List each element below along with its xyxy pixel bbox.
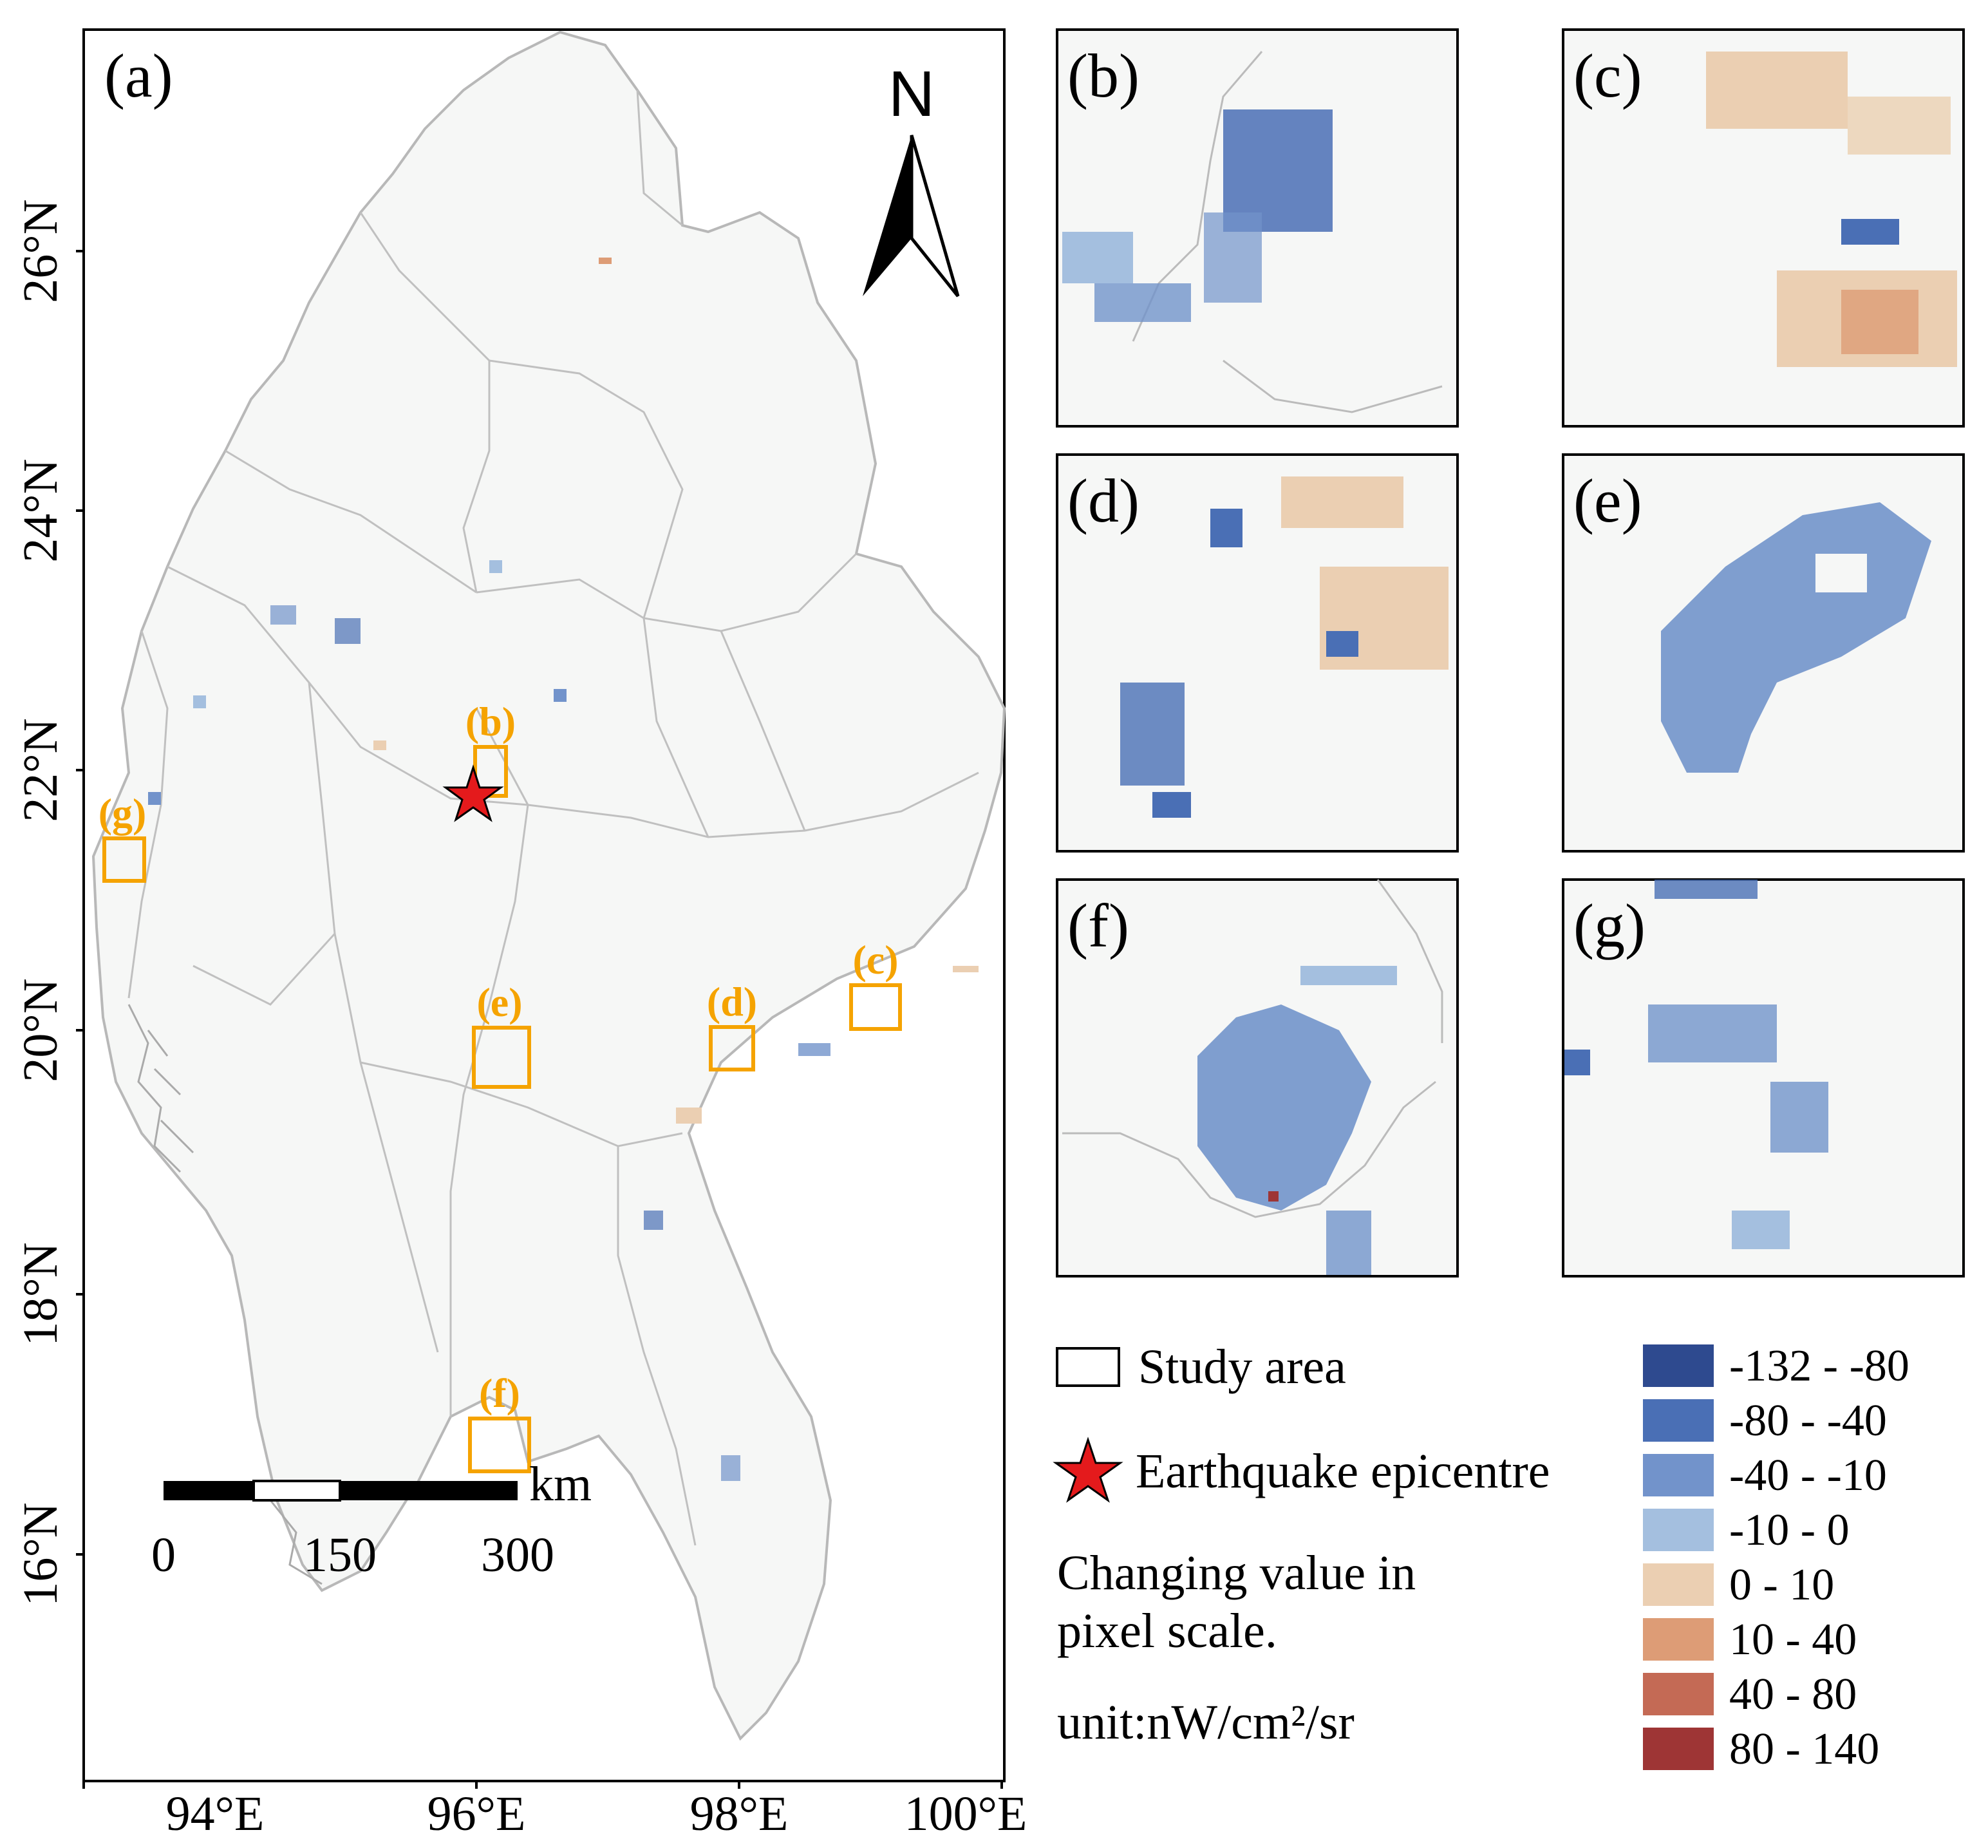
north-label: N [888, 58, 935, 130]
inset-g: (g) [1562, 878, 1965, 1278]
lat-label-24: 24°N [14, 458, 68, 562]
scale-tick-300: 300 [481, 1528, 554, 1582]
inset-c: (c) [1562, 28, 1965, 428]
region-label-f: (f) [479, 1370, 520, 1416]
lat-label-26: 26°N [14, 199, 68, 303]
region-box-c [849, 983, 902, 1031]
inset-label-e: (e) [1573, 466, 1642, 535]
inset-label-f: (f) [1067, 891, 1129, 960]
scale-unit: km [529, 1457, 592, 1511]
inset-label-d: (d) [1067, 466, 1139, 535]
legend-epicentre-star-icon [1053, 1437, 1123, 1503]
inset-f: (f) [1056, 878, 1459, 1278]
change-pixels [148, 258, 979, 1481]
legend-class-label: -80 - -40 [1729, 1396, 1887, 1446]
legend-class-swatch [1643, 1728, 1714, 1770]
north-arrow-icon: N [863, 58, 960, 297]
legend-class-swatch [1643, 1399, 1714, 1442]
legend-class-swatch [1643, 1673, 1714, 1715]
region-label-b: (b) [465, 699, 516, 744]
legend-class-swatch [1643, 1563, 1714, 1606]
legend-study-area-swatch [1056, 1347, 1120, 1387]
scale-tick-150: 150 [303, 1528, 377, 1582]
inset-b: (b) [1056, 28, 1459, 428]
lon-label-98: 98°E [690, 1787, 789, 1841]
legend-note-line1: Changing value in [1057, 1546, 1416, 1600]
region-label-c: (c) [852, 937, 898, 983]
legend: Study area Earthquake epicentre Changing… [1053, 1340, 1909, 1774]
lon-labels: 94°E 96°E 98°E 100°E [166, 1787, 1027, 1841]
region-boxes [102, 745, 902, 1473]
region-box-d [709, 1025, 755, 1071]
scale-bar: km 0 150 300 [151, 1457, 592, 1582]
axis-tick-marks [76, 250, 1003, 1789]
epicentre-star-icon [442, 764, 504, 822]
legend-class-label: 80 - 140 [1729, 1724, 1879, 1774]
lat-label-16: 16°N [14, 1502, 68, 1606]
region-label-d: (d) [707, 979, 757, 1024]
scale-tick-0: 0 [151, 1528, 176, 1582]
legend-class-swatch [1643, 1618, 1714, 1661]
region-box-e [472, 1026, 531, 1089]
legend-class-label: -132 - -80 [1729, 1341, 1909, 1391]
study-area-land [91, 30, 1006, 1741]
legend-class-label: 40 - 80 [1729, 1670, 1857, 1719]
inset-d: (d) [1056, 453, 1459, 853]
legend-class-swatch [1643, 1344, 1714, 1387]
inset-label-b: (b) [1067, 41, 1139, 110]
region-box-g [102, 836, 146, 883]
admin-boundaries [127, 90, 979, 1546]
coastline-islands [127, 1004, 323, 1585]
panel-label-a: (a) [104, 41, 173, 110]
lon-label-94: 94°E [166, 1787, 265, 1841]
lon-label-96: 96°E [427, 1787, 526, 1841]
legend-class-label: 0 - 10 [1729, 1560, 1834, 1610]
region-box-f [468, 1417, 531, 1473]
inset-e: (e) [1562, 453, 1965, 853]
legend-class-label: -40 - -10 [1729, 1451, 1887, 1500]
inset-label-g: (g) [1573, 891, 1646, 960]
lat-label-18: 18°N [14, 1242, 68, 1346]
lat-labels: 26°N 24°N 22°N 20°N 18°N 16°N [14, 199, 68, 1606]
legend-class-swatch [1643, 1454, 1714, 1496]
main-map: (b) (c) (d) (e) (f) (g) (a) N km 0 150 3… [14, 28, 1027, 1841]
legend-note-line2: pixel scale. [1057, 1604, 1277, 1658]
legend-class-label: -10 - 0 [1729, 1505, 1850, 1555]
legend-class-label: 10 - 40 [1729, 1615, 1857, 1664]
legend-epicentre-label: Earthquake epicentre [1136, 1444, 1550, 1498]
region-label-g: (g) [98, 790, 147, 836]
legend-class-swatch [1643, 1509, 1714, 1551]
inset-label-c: (c) [1573, 41, 1642, 110]
legend-study-area-label: Study area [1138, 1340, 1346, 1394]
legend-classes: -132 - -80-80 - -40 -40 - -10 -10 - 00 - 1… [1643, 1341, 1909, 1774]
lat-label-22: 22°N [14, 718, 68, 822]
legend-unit: unit:nW/cm²/sr [1057, 1695, 1355, 1749]
lon-label-100: 100°E [905, 1787, 1027, 1841]
lat-label-20: 20°N [14, 978, 68, 1082]
region-label-e: (e) [476, 979, 522, 1025]
